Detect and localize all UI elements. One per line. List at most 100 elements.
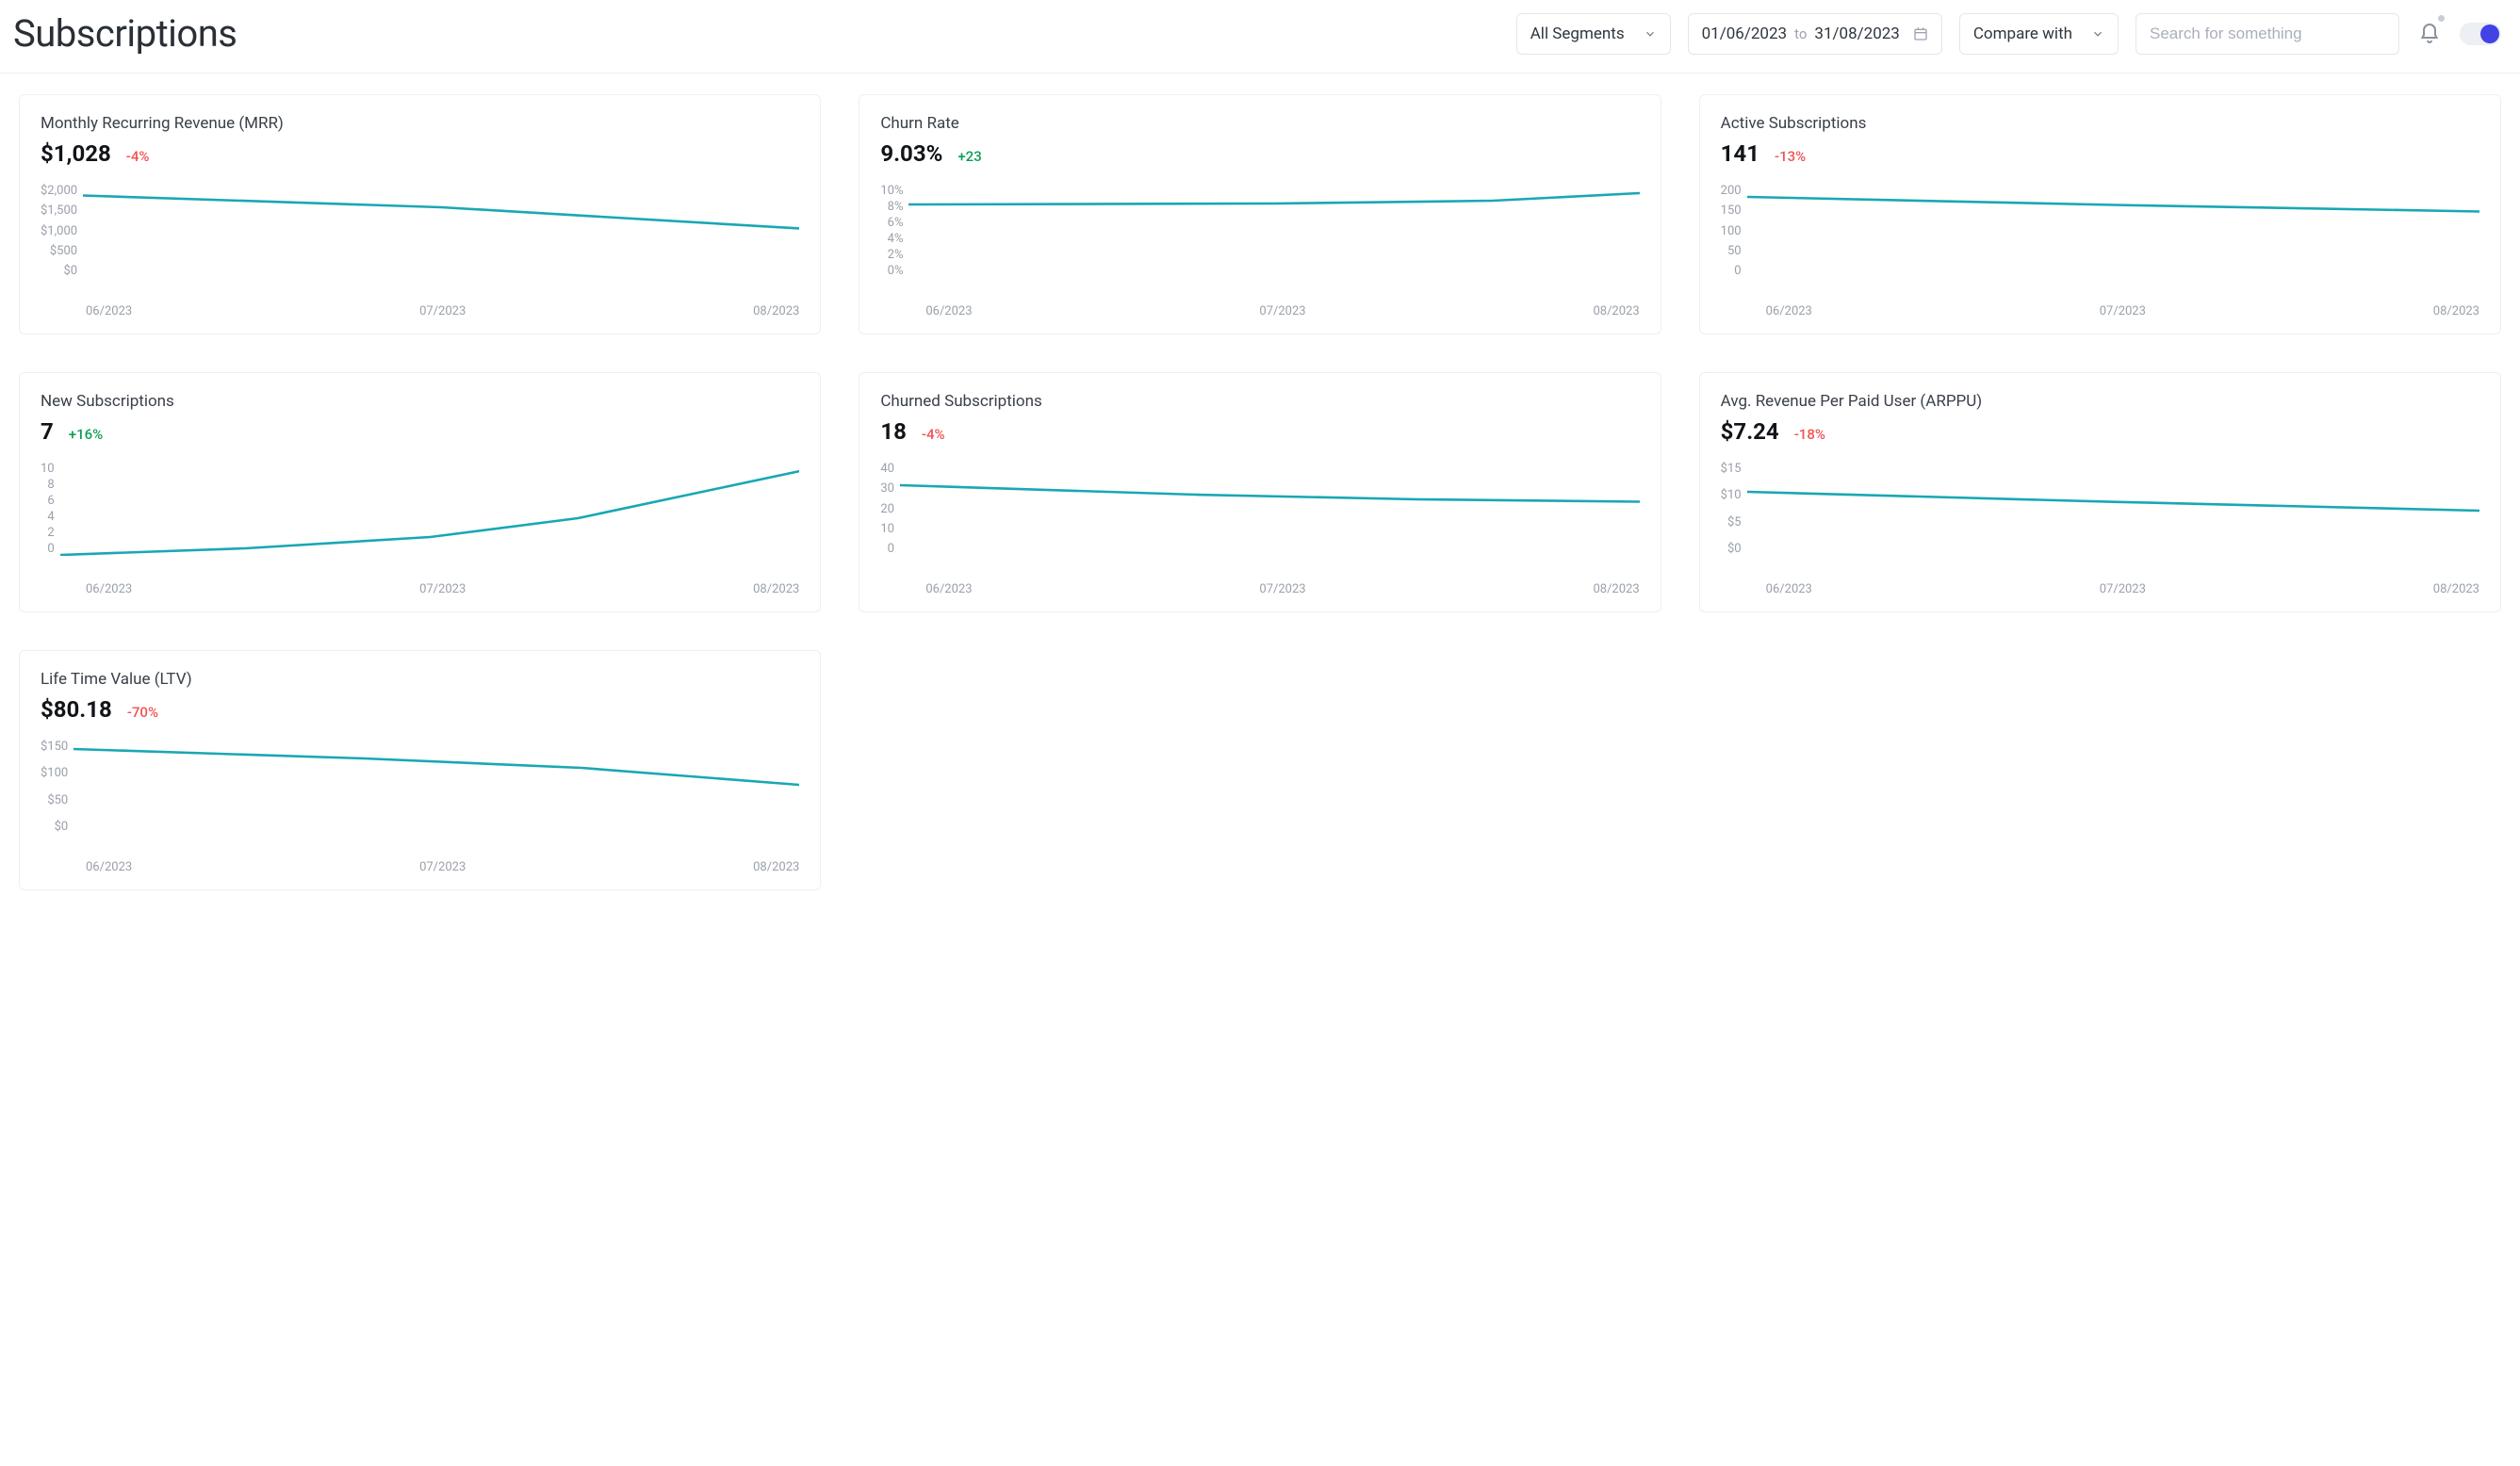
metric-delta: +16% [69, 426, 103, 443]
plot-area [908, 184, 1639, 278]
y-tick: 6 [47, 494, 54, 508]
y-tick: $100 [41, 766, 68, 780]
x-tick: 06/2023 [86, 582, 132, 596]
y-tick: 8 [47, 478, 54, 492]
metric-card-churn-rate[interactable]: Churn Rate9.03%+2310%8%6%4%2%0%06/202307… [859, 94, 1661, 334]
compare-dropdown[interactable]: Compare with [1959, 13, 2119, 55]
y-tick: $15 [1721, 462, 1742, 476]
card-title: Monthly Recurring Revenue (MRR) [41, 114, 799, 133]
x-tick: 07/2023 [2100, 304, 2146, 318]
y-axis: $150 $100 $50 $0 [41, 740, 74, 834]
y-tick: 20 [880, 502, 894, 516]
y-tick: $0 [55, 820, 69, 834]
y-tick: 0% [888, 264, 904, 278]
card-title: Churn Rate [880, 114, 1639, 133]
metric-delta: +23 [957, 148, 981, 165]
toggle-knob [2480, 24, 2499, 43]
metric-value: 18 [880, 418, 907, 445]
y-tick: $5 [1727, 515, 1742, 529]
search-box[interactable] [2135, 13, 2399, 55]
x-tick: 08/2023 [1593, 582, 1639, 596]
y-tick: 50 [1727, 244, 1742, 258]
x-tick: 07/2023 [419, 304, 466, 318]
metric-value: 141 [1721, 140, 1759, 167]
chart: 1086420 [41, 462, 799, 575]
metric-delta: -4% [126, 148, 150, 165]
chart: 403020100 [880, 462, 1639, 575]
bell-icon [2418, 23, 2441, 45]
metric-row: $7.24-18% [1721, 418, 2479, 445]
x-tick: 07/2023 [419, 860, 466, 874]
plot-area [74, 740, 799, 834]
header: Subscriptions All Segments 01/06/2023 to… [0, 0, 2520, 73]
segments-dropdown[interactable]: All Segments [1516, 13, 1671, 55]
metric-row: $80.18-70% [41, 696, 799, 723]
x-axis: 06/202307/202308/2023 [41, 304, 799, 318]
y-axis: 403020100 [880, 462, 900, 556]
date-range-picker[interactable]: 01/06/2023 to 31/08/2023 [1688, 13, 1942, 55]
metric-card-active-subs[interactable]: Active Subscriptions141-13%2001501005000… [1699, 94, 2501, 334]
metric-row: 18-4% [880, 418, 1639, 445]
metric-value: $80.18 [41, 696, 112, 723]
y-tick: 4 [47, 510, 54, 524]
y-tick: 10% [880, 184, 903, 198]
y-tick: $1,500 [41, 204, 77, 218]
y-tick: 40 [880, 462, 894, 476]
y-tick: 2% [888, 248, 904, 262]
chart: $15 $10 $5 $0 [1721, 462, 2479, 575]
x-tick: 06/2023 [1766, 304, 1812, 318]
y-tick: 100 [1721, 224, 1742, 238]
notifications-button[interactable] [2416, 21, 2443, 47]
card-title: Active Subscriptions [1721, 114, 2479, 133]
compare-label: Compare with [1973, 24, 2072, 43]
x-tick: 06/2023 [86, 304, 132, 318]
x-tick: 08/2023 [2433, 582, 2479, 596]
date-to-label: to [1794, 25, 1807, 42]
metric-value: 9.03% [880, 140, 942, 167]
date-from: 01/06/2023 [1702, 24, 1787, 43]
x-tick: 06/2023 [1766, 582, 1812, 596]
metric-card-churned-subs[interactable]: Churned Subscriptions18-4%40302010006/20… [859, 372, 1661, 612]
theme-toggle[interactable] [2460, 23, 2501, 45]
y-tick: $150 [41, 740, 68, 754]
y-tick: 150 [1721, 204, 1742, 218]
y-tick: $10 [1721, 488, 1742, 502]
metric-card-new-subs[interactable]: New Subscriptions7+16%108642006/202307/2… [19, 372, 821, 612]
y-axis: $2,000$1,500$1,000$500$0 [41, 184, 83, 278]
metric-card-mrr[interactable]: Monthly Recurring Revenue (MRR)$1,028-4%… [19, 94, 821, 334]
y-tick: $50 [47, 793, 68, 807]
y-axis: 10%8%6%4%2%0% [880, 184, 908, 278]
search-input[interactable] [2150, 24, 2385, 43]
chart: $2,000$1,500$1,000$500$0 [41, 184, 799, 297]
plot-area [60, 462, 800, 556]
metric-card-arppu[interactable]: Avg. Revenue Per Paid User (ARPPU)$7.24-… [1699, 372, 2501, 612]
y-tick: 30 [880, 481, 894, 496]
x-tick: 07/2023 [1259, 582, 1305, 596]
y-axis: 1086420 [41, 462, 60, 556]
metric-value: $7.24 [1721, 418, 1779, 445]
page-title: Subscriptions [13, 11, 237, 56]
metric-card-ltv[interactable]: Life Time Value (LTV)$80.18-70%$150$100$… [19, 650, 821, 890]
x-tick: 06/2023 [925, 304, 972, 318]
y-tick: $0 [63, 264, 77, 278]
plot-area [83, 184, 799, 278]
plot-area [1747, 184, 2479, 278]
x-axis: 06/202307/202308/2023 [880, 304, 1639, 318]
x-tick: 08/2023 [753, 582, 799, 596]
y-tick: 0 [888, 542, 894, 556]
y-axis: 200150100500 [1721, 184, 1747, 278]
y-tick: 2 [47, 526, 54, 540]
y-tick: 4% [888, 232, 904, 246]
chart: $150 $100 $50 $0 [41, 740, 799, 853]
metric-row: 7+16% [41, 418, 799, 445]
y-tick: 200 [1721, 184, 1742, 198]
x-tick: 07/2023 [419, 582, 466, 596]
x-axis: 06/2023 07/2023 08/2023 [41, 582, 799, 596]
x-tick: 08/2023 [753, 860, 799, 874]
card-title: Churned Subscriptions [880, 392, 1639, 411]
y-tick: $0 [1727, 542, 1742, 556]
x-axis: 06/202307/202308/2023 [41, 860, 799, 874]
calendar-icon [1913, 26, 1928, 41]
chevron-down-icon [2091, 27, 2104, 41]
y-tick: $1,000 [41, 224, 77, 238]
